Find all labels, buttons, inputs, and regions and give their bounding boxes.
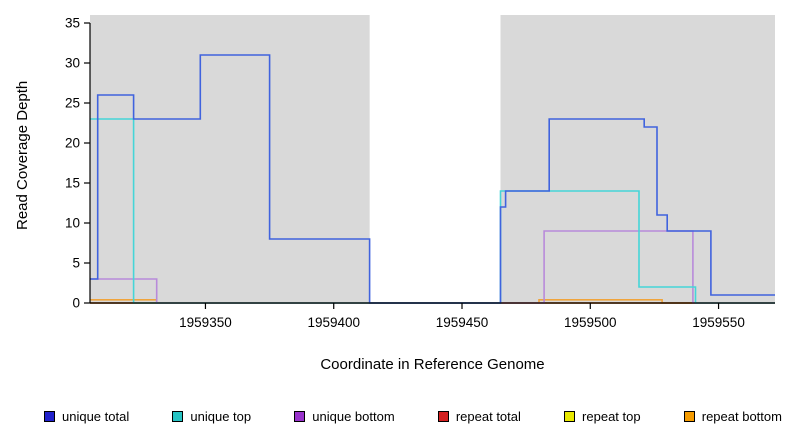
legend-swatch (564, 411, 576, 422)
legend-label: repeat total (455, 409, 521, 424)
legend-label: repeat top (582, 409, 641, 424)
y-tick-label: 15 (65, 176, 80, 191)
y-tick-label: 25 (65, 96, 80, 111)
y-tick-label: 10 (65, 216, 80, 231)
legend-swatch (437, 411, 449, 422)
y-tick-label: 5 (72, 256, 80, 271)
legend-item: unique bottom (294, 409, 395, 424)
x-tick-label: 1959450 (436, 315, 489, 330)
legend-label: repeat bottom (701, 409, 782, 424)
x-tick-label: 1959400 (307, 315, 360, 330)
legend-swatch (44, 411, 55, 422)
y-tick-label: 20 (65, 136, 80, 151)
x-axis-title: Coordinate in Reference Genome (320, 356, 545, 373)
legend-label: unique bottom (312, 409, 395, 424)
shaded-region (500, 15, 775, 303)
legend-label: unique top (190, 409, 252, 424)
y-axis-title: Read Coverage Depth (14, 80, 31, 230)
legend-item: unique top (172, 409, 251, 424)
legend-swatch (294, 411, 306, 422)
legend-label: unique total (62, 409, 130, 424)
legend-item: repeat top (564, 409, 641, 424)
legend: unique total unique top unique bottom repea… (44, 409, 782, 424)
x-tick-label: 1959350 (179, 315, 232, 330)
legend-swatch (172, 411, 184, 422)
legend-item: repeat total (437, 409, 521, 424)
series-unique-total (90, 54, 775, 304)
series-unique-bottom (90, 230, 775, 304)
shaded-region (90, 15, 370, 303)
legend-swatch (683, 411, 695, 422)
x-tick-label: 1959500 (564, 315, 617, 330)
series-unique-top (90, 118, 775, 304)
x-tick-label: 1959550 (692, 315, 745, 330)
legend-item: unique total (44, 409, 129, 424)
y-tick-label: 0 (72, 296, 80, 311)
y-tick-label: 35 (65, 16, 80, 31)
legend-item: repeat bottom (683, 409, 782, 424)
y-tick-label: 30 (65, 56, 80, 71)
